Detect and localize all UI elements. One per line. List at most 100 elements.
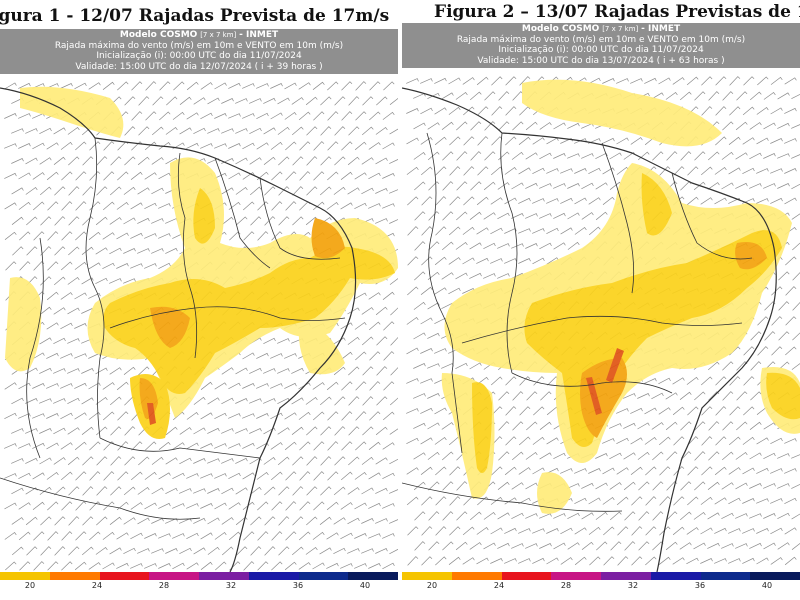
- gust-area-red: [606, 348, 624, 383]
- wind-barb: [369, 351, 381, 361]
- wind-barb: [242, 201, 255, 211]
- wind-barb: [421, 256, 433, 266]
- wind-barb: [512, 121, 524, 131]
- wind-barb: [512, 421, 524, 431]
- wind-barb: [221, 517, 234, 525]
- wind-barb: [659, 496, 671, 506]
- wind-barb: [18, 201, 31, 210]
- wind-barb: [152, 96, 164, 106]
- wind-barb: [207, 158, 220, 164]
- wind-barb: [376, 96, 388, 106]
- wind-barb: [631, 496, 643, 506]
- init-line: Inicialização (i): 00:00 UTC do dia 11/0…: [96, 51, 302, 61]
- wind-barb: [441, 422, 454, 430]
- wind-barb: [792, 272, 800, 281]
- wind-barb: [644, 407, 657, 415]
- wind-barb: [700, 197, 713, 205]
- wind-barb: [595, 182, 608, 190]
- wind-barb: [637, 451, 650, 460]
- wind-barb: [89, 171, 101, 181]
- wind-barb: [448, 556, 461, 565]
- wind-barb: [505, 406, 517, 416]
- wind-barb: [40, 216, 52, 226]
- wind-barb: [299, 471, 311, 481]
- wind-barb: [228, 531, 241, 541]
- gust-area-light: [298, 318, 345, 375]
- wind-barb: [256, 171, 269, 181]
- wind-barb: [11, 158, 24, 164]
- wind-barb: [82, 186, 94, 196]
- wind-barb: [362, 96, 374, 106]
- wind-barb: [700, 558, 713, 564]
- wind-barb: [714, 466, 727, 476]
- wind-barb: [407, 256, 419, 266]
- wind-barb: [518, 167, 531, 175]
- wind-barb: [326, 501, 339, 511]
- wind-barb: [355, 381, 367, 391]
- wind-barb: [186, 442, 199, 450]
- wind-barb: [186, 112, 199, 120]
- wind-barb: [701, 76, 713, 86]
- wind-barb: [602, 137, 615, 144]
- wind-barb: [546, 227, 559, 235]
- wind-barb: [60, 471, 73, 481]
- wind-barb: [361, 187, 374, 195]
- wind-barb: [4, 443, 17, 449]
- colorbar-tick-label: 20: [24, 581, 36, 590]
- wind-barb: [729, 76, 741, 86]
- wind-barb: [4, 532, 17, 540]
- wind-barb: [228, 201, 241, 210]
- wind-barb: [707, 151, 720, 161]
- wind-barb: [75, 171, 87, 181]
- wind-barb: [742, 557, 755, 564]
- wind-barb: [442, 511, 454, 521]
- state-border: [671, 172, 753, 260]
- wind-barb: [347, 548, 360, 554]
- wind-barb: [242, 413, 255, 419]
- wind-barb: [708, 91, 720, 101]
- wind-barb: [131, 141, 143, 151]
- wind-barb: [25, 367, 38, 375]
- wind-barb: [151, 218, 164, 224]
- wind-barb: [235, 128, 248, 134]
- wind-barb: [382, 203, 395, 209]
- wind-barb: [200, 412, 213, 420]
- wind-barb: [88, 411, 101, 420]
- wind-barb: [285, 171, 297, 181]
- wind-barb: [742, 467, 755, 475]
- gust-area-orange: [150, 306, 190, 348]
- wind-barb: [686, 557, 699, 565]
- valid-line: Validade: 15:00 UTC do dia 13/07/2024 ( …: [477, 55, 725, 66]
- wind-barb: [32, 383, 45, 389]
- wind-barb: [264, 216, 276, 226]
- state-border: [601, 142, 635, 294]
- wind-barb: [434, 107, 447, 115]
- wind-barb: [784, 168, 797, 174]
- wind-barb: [270, 471, 283, 481]
- wind-barb: [694, 151, 706, 161]
- wind-barb: [469, 362, 482, 370]
- wind-barb: [270, 383, 283, 389]
- wind-barb: [19, 561, 31, 571]
- wind-barb: [207, 97, 220, 105]
- wind-barb: [88, 82, 101, 90]
- wind-barb: [756, 498, 769, 504]
- wind-barb: [235, 398, 248, 404]
- wind-barb: [200, 532, 213, 540]
- wind-barb: [228, 472, 241, 480]
- wind-barb: [18, 82, 31, 89]
- wind-barb: [770, 527, 783, 535]
- wind-barb: [406, 437, 419, 445]
- wind-barb: [334, 96, 346, 106]
- wind-barb: [749, 542, 762, 549]
- wind-barb: [130, 263, 143, 269]
- wind-barb: [456, 511, 468, 521]
- wind-barb: [651, 92, 664, 100]
- wind-barb: [434, 136, 447, 146]
- wind-barb: [679, 511, 692, 521]
- wind-barb: [18, 502, 31, 510]
- wind-barb: [749, 483, 762, 489]
- wind-barb: [435, 526, 447, 536]
- wind-barb: [341, 381, 353, 391]
- wind-barb: [742, 436, 755, 445]
